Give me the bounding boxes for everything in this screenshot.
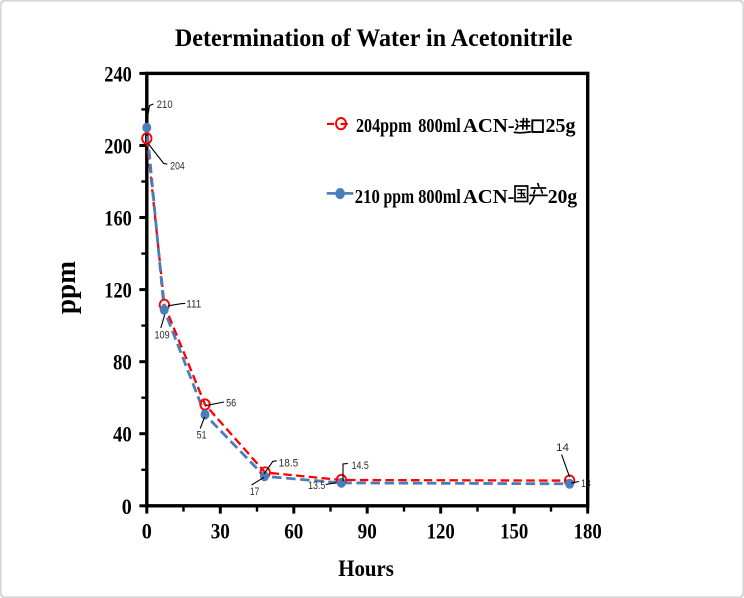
svg-text:120: 120 — [104, 278, 132, 303]
svg-text:25g: 25g — [546, 115, 577, 137]
svg-text:90: 90 — [358, 518, 377, 543]
svg-text:40: 40 — [113, 422, 132, 447]
svg-text:180: 180 — [574, 518, 602, 543]
svg-text:200: 200 — [104, 134, 132, 159]
svg-text:20g: 20g — [548, 186, 578, 208]
svg-text:0: 0 — [142, 518, 152, 543]
svg-text:204: 204 — [170, 160, 184, 172]
svg-text:800ml: 800ml — [418, 186, 461, 208]
svg-text:204ppm: 204ppm — [356, 115, 412, 137]
svg-text:160: 160 — [104, 206, 132, 231]
svg-text:109: 109 — [155, 329, 170, 341]
svg-text:Hours: Hours — [338, 556, 394, 582]
svg-text:210: 210 — [157, 99, 173, 111]
svg-text:60: 60 — [284, 518, 303, 543]
svg-text:17: 17 — [250, 486, 259, 498]
svg-text:ppm: ppm — [384, 186, 415, 208]
svg-text:240: 240 — [104, 61, 132, 86]
svg-text:51: 51 — [197, 430, 207, 442]
svg-text:111: 111 — [186, 299, 201, 311]
svg-text:56: 56 — [226, 398, 236, 410]
svg-text:120: 120 — [427, 518, 455, 543]
svg-text:210: 210 — [355, 186, 380, 208]
svg-text:13.5: 13.5 — [308, 480, 325, 492]
svg-text:18.5: 18.5 — [279, 458, 299, 470]
svg-text:30: 30 — [211, 518, 230, 543]
svg-text:800ml: 800ml — [418, 115, 461, 137]
svg-text:14: 14 — [556, 442, 569, 454]
svg-text:0: 0 — [122, 494, 132, 519]
svg-text:80: 80 — [113, 350, 132, 375]
svg-text:ACN-: ACN- — [463, 186, 515, 208]
svg-text:13: 13 — [581, 478, 591, 490]
svg-text:Determination of Water in Acet: Determination of Water in Acetonitrile — [175, 23, 573, 52]
svg-text:ACN-: ACN- — [463, 115, 515, 137]
svg-text:ppm: ppm — [51, 261, 82, 314]
svg-text:150: 150 — [500, 518, 528, 543]
svg-text:14.5: 14.5 — [352, 460, 369, 472]
